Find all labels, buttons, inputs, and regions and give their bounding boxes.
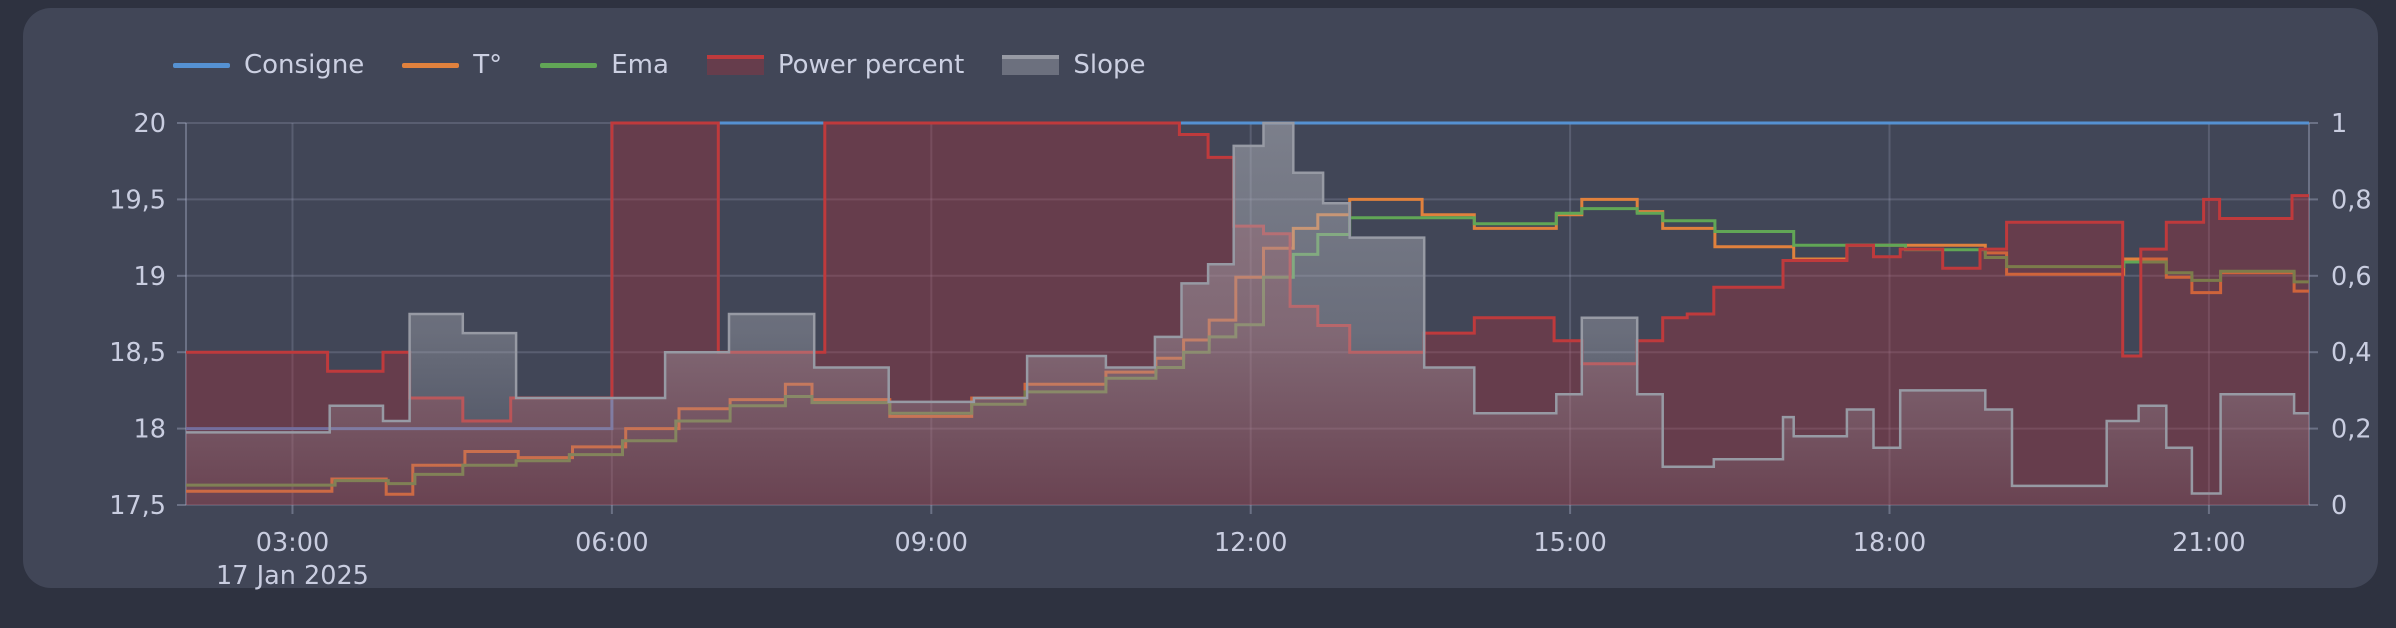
- x-axis-label: 09:00: [895, 528, 969, 558]
- legend-label: Ema: [611, 50, 669, 80]
- x-axis-label: 03:00: [256, 528, 330, 558]
- right-axis-label: 0: [2331, 491, 2347, 521]
- x-axis-label: 06:00: [575, 528, 649, 558]
- left-axis-label: 20: [134, 109, 166, 139]
- x-axis-label: 18:00: [1853, 528, 1927, 558]
- x-axis-date-label: 17 Jan 2025: [216, 561, 369, 591]
- chart-legend: Consigne T° Ema Power percent Slope: [173, 48, 1145, 82]
- right-axis-label: 0,4: [2331, 338, 2372, 368]
- legend-label: Power percent: [777, 50, 965, 80]
- legend-line-swatch: [173, 62, 230, 68]
- legend-area-swatch: [706, 55, 764, 75]
- right-axis-label: 0,2: [2331, 415, 2372, 445]
- legend-label: Consigne: [244, 50, 365, 80]
- left-axis-label: 18: [134, 415, 166, 445]
- legend-label: Slope: [1073, 50, 1146, 80]
- legend-line-swatch: [402, 62, 460, 68]
- right-axis-label: 0,8: [2331, 185, 2372, 215]
- legend-area-swatch: [1002, 55, 1060, 75]
- left-axis-label: 19,5: [109, 185, 166, 215]
- x-axis-label: 12:00: [1214, 528, 1288, 558]
- left-axis-label: 17,5: [109, 491, 166, 521]
- legend-label: T°: [473, 50, 503, 80]
- x-axis-label: 15:00: [1533, 528, 1607, 558]
- left-axis-label: 18,5: [109, 338, 166, 368]
- x-axis-label: 21:00: [2172, 528, 2246, 558]
- legend-item-5[interactable]: Slope: [1002, 50, 1145, 80]
- right-axis-label: 0,6: [2331, 262, 2372, 292]
- left-axis-label: 19: [134, 262, 166, 292]
- series-power-percent-line: [186, 121, 2309, 423]
- chart-panel: 20 19,5 19 18,5 18 17,5 1 0,8 0,6 0,4 0,2 0 03:00 17 …: [23, 8, 2378, 591]
- legend-item-4[interactable]: Power percent: [706, 50, 965, 80]
- legend-item-3[interactable]: Ema: [540, 50, 669, 80]
- series-slope-area: [186, 123, 2309, 505]
- right-axis-label: 1: [2331, 109, 2347, 139]
- chart-canvas[interactable]: 20 19,5 19 18,5 18 17,5 1 0,8 0,6 0,4 0,2 0 03:0017 …: [23, 8, 2396, 628]
- legend-line-swatch: [540, 62, 598, 68]
- legend-item-1[interactable]: Consigne: [173, 50, 364, 80]
- series-slope-line: [186, 121, 2309, 495]
- legend-item-2[interactable]: T°: [402, 50, 502, 80]
